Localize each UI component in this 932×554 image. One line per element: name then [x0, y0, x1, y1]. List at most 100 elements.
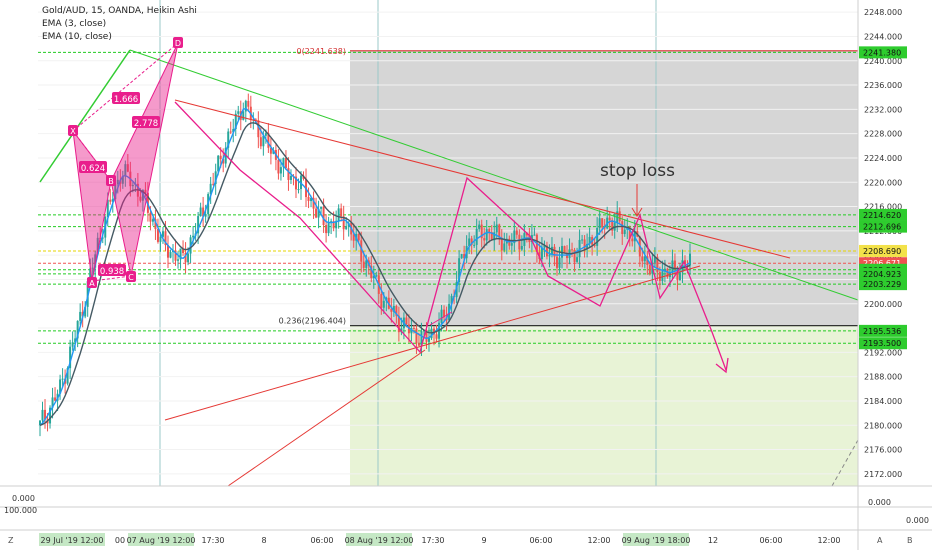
candle-body	[433, 328, 436, 335]
pattern-ratio-label: 1.666	[114, 95, 138, 105]
candle-body	[164, 231, 167, 246]
x-tick-highlight	[623, 533, 689, 546]
candle-body	[126, 164, 129, 172]
pattern-point-label: A	[89, 279, 95, 288]
candle-body	[156, 229, 159, 242]
corner-label-right-b: B	[907, 536, 913, 545]
candle-body	[335, 220, 338, 229]
candle-body	[232, 128, 235, 133]
candle-body	[244, 100, 247, 112]
candle-body	[689, 253, 691, 266]
price-label-text: 2212.696	[863, 223, 901, 232]
y-tick-label: 2236.000	[864, 81, 902, 90]
price-label-tag	[859, 46, 907, 59]
candle-body	[520, 245, 523, 250]
candle-body	[101, 237, 104, 239]
legend-ema-fast[interactable]: EMA (3, close)	[42, 19, 107, 29]
y-tick-label: 2228.000	[864, 130, 902, 139]
legend-ema-slow[interactable]: EMA (10, close)	[42, 32, 112, 42]
candle-body	[219, 155, 222, 160]
candle-body	[39, 420, 41, 426]
candle-body	[395, 306, 398, 316]
legend-symbol[interactable]: Gold/AUD, 15, OANDA, Heikin Ashi	[42, 6, 197, 16]
x-tick-label: 09 Aug '19 18:00	[622, 536, 691, 545]
candle-body	[513, 230, 516, 244]
candle-body	[510, 243, 513, 246]
y-tick-label: 2224.000	[864, 154, 902, 163]
x-tick-label: 06:00	[310, 536, 333, 545]
candle-body	[407, 324, 410, 334]
candle-body	[370, 265, 373, 278]
candle-body	[641, 256, 644, 262]
y-tick-label: 2240.000	[864, 57, 902, 66]
candle-body	[390, 308, 393, 312]
candle-body	[666, 268, 669, 278]
ema-fast-line	[39, 107, 691, 426]
candle-body	[322, 206, 325, 225]
candle-body	[209, 183, 212, 195]
candle-body	[628, 227, 631, 239]
x-tick-label: 08 Aug '19 12:00	[345, 536, 414, 545]
candle-body	[340, 208, 343, 217]
candle-body	[94, 254, 97, 268]
candle-body	[648, 264, 651, 274]
candle-body	[515, 230, 518, 235]
candle-body	[488, 229, 491, 233]
candle-body	[603, 227, 606, 229]
candle-body	[222, 159, 225, 164]
candle-body	[563, 246, 566, 253]
candle-body	[372, 275, 375, 278]
candle-body	[558, 257, 561, 268]
candle-body	[663, 268, 666, 272]
y-tick-label: 2200.000	[864, 300, 902, 309]
pattern-ac	[91, 275, 132, 282]
y-tick-label: 2220.000	[864, 178, 902, 187]
candle-body	[327, 223, 330, 234]
candle-body	[412, 327, 415, 329]
candle-body	[199, 207, 202, 217]
swing-arrow-small	[429, 311, 453, 326]
price-label-text: 2206.671	[863, 259, 901, 268]
candle-body	[586, 243, 589, 249]
candle-body	[593, 244, 596, 246]
candle-body	[420, 331, 423, 346]
candle-body	[618, 211, 621, 222]
x-tick-label: 06:00	[529, 536, 552, 545]
price-label-tag	[859, 278, 907, 291]
price-label-text: 2208.690	[863, 247, 901, 256]
x-tick-highlight	[346, 533, 412, 546]
candle-body	[658, 272, 661, 281]
candle-body	[174, 250, 177, 261]
candle-body	[192, 235, 195, 238]
candle-body	[121, 176, 124, 184]
candle-body	[503, 243, 506, 251]
candle-body	[458, 258, 461, 282]
candle-body	[525, 233, 528, 236]
x-tick-label: 12	[708, 536, 718, 545]
candle-body	[623, 229, 626, 235]
pattern-ratio-badge	[112, 92, 140, 104]
candle-body	[161, 231, 164, 237]
candle-body	[61, 378, 64, 380]
candle-body	[483, 238, 486, 241]
trend-line-red-upper	[174, 99, 791, 259]
candle-body	[400, 328, 403, 333]
candle-body	[495, 224, 498, 233]
candle-body	[84, 306, 87, 317]
candle-body	[365, 260, 368, 268]
candle-body	[294, 176, 297, 190]
candle-body	[661, 271, 664, 281]
candle-body	[282, 157, 285, 168]
pattern-point-label: D	[175, 39, 181, 48]
candle-body	[571, 249, 574, 251]
candle-body	[151, 219, 154, 222]
candle-body	[267, 133, 270, 148]
x-tick-label: 8	[261, 536, 266, 545]
candle-body	[312, 197, 315, 209]
candle-body	[678, 272, 681, 281]
y-tick-label: 2184.000	[864, 397, 902, 406]
candle-body	[480, 224, 483, 239]
candle-body	[124, 164, 127, 177]
